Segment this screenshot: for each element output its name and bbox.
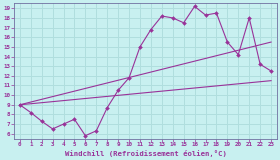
X-axis label: Windchill (Refroidissement éolien,°C): Windchill (Refroidissement éolien,°C) <box>64 150 227 156</box>
